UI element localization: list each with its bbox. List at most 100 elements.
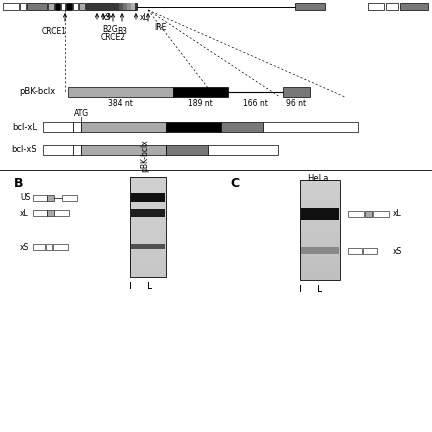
- Bar: [130, 270, 166, 271]
- Bar: [300, 225, 340, 226]
- Bar: [130, 183, 166, 184]
- Bar: [131, 244, 165, 249]
- Bar: [130, 273, 166, 274]
- Bar: [68, 87, 173, 97]
- Bar: [300, 224, 340, 225]
- Text: B: B: [14, 177, 23, 190]
- Text: US: US: [20, 194, 30, 203]
- Bar: [300, 273, 340, 274]
- Bar: [301, 208, 339, 220]
- Bar: [115, 3, 119, 10]
- Bar: [115, 3, 137, 10]
- Bar: [300, 206, 340, 207]
- Bar: [166, 145, 208, 155]
- Bar: [300, 242, 340, 243]
- Text: xS: xS: [393, 247, 402, 255]
- Text: pBK-bclx: pBK-bclx: [19, 88, 55, 96]
- Bar: [400, 3, 428, 10]
- Bar: [363, 248, 377, 254]
- Bar: [300, 231, 340, 232]
- Bar: [130, 187, 166, 188]
- Bar: [130, 185, 166, 186]
- Bar: [300, 209, 340, 210]
- Bar: [130, 193, 166, 194]
- Bar: [130, 258, 166, 259]
- Bar: [130, 190, 166, 191]
- Bar: [300, 202, 340, 203]
- Bar: [130, 192, 166, 193]
- Bar: [130, 206, 166, 207]
- Bar: [130, 177, 166, 178]
- Bar: [130, 191, 166, 192]
- Bar: [130, 198, 166, 199]
- Bar: [300, 234, 340, 235]
- Bar: [130, 242, 166, 243]
- Bar: [300, 207, 340, 208]
- Bar: [130, 203, 166, 204]
- Text: B3: B3: [117, 28, 127, 36]
- Bar: [300, 260, 340, 261]
- Bar: [130, 222, 166, 223]
- Bar: [295, 3, 325, 10]
- Bar: [130, 246, 166, 247]
- Bar: [130, 186, 166, 187]
- Bar: [300, 217, 340, 218]
- Bar: [43, 122, 73, 132]
- Text: HeLa: HeLa: [307, 174, 329, 183]
- Bar: [300, 211, 340, 212]
- Bar: [300, 251, 340, 252]
- Bar: [130, 253, 166, 254]
- Bar: [130, 243, 166, 244]
- Bar: [130, 219, 166, 220]
- Bar: [130, 224, 166, 225]
- Bar: [130, 201, 166, 202]
- Bar: [43, 145, 73, 155]
- Bar: [300, 271, 340, 272]
- Bar: [300, 198, 340, 199]
- Bar: [300, 247, 340, 248]
- Bar: [348, 211, 364, 217]
- Bar: [300, 203, 340, 204]
- Bar: [47, 210, 54, 216]
- Bar: [300, 236, 340, 237]
- Bar: [130, 223, 166, 224]
- Bar: [300, 213, 340, 214]
- Bar: [130, 254, 166, 255]
- Bar: [300, 232, 340, 233]
- Bar: [300, 196, 340, 197]
- Bar: [130, 232, 166, 233]
- Bar: [130, 179, 166, 180]
- Bar: [73, 3, 78, 10]
- Bar: [300, 200, 340, 201]
- Bar: [130, 248, 166, 249]
- Bar: [173, 87, 228, 97]
- Bar: [300, 253, 340, 254]
- Bar: [130, 257, 166, 258]
- Bar: [300, 266, 340, 267]
- Text: CRCE2: CRCE2: [101, 34, 126, 42]
- Text: 384 nt: 384 nt: [108, 98, 133, 108]
- Bar: [300, 254, 340, 255]
- Bar: [300, 195, 340, 196]
- Bar: [66, 3, 72, 10]
- Bar: [130, 199, 166, 200]
- Bar: [47, 195, 54, 201]
- Bar: [130, 235, 166, 236]
- Bar: [300, 244, 340, 245]
- Bar: [300, 201, 340, 202]
- Bar: [300, 256, 340, 257]
- Bar: [300, 274, 340, 275]
- Bar: [130, 234, 166, 235]
- Bar: [130, 200, 166, 201]
- Bar: [300, 265, 340, 266]
- Bar: [130, 216, 166, 217]
- Bar: [130, 239, 166, 240]
- Bar: [130, 262, 166, 263]
- Bar: [300, 218, 340, 219]
- Text: xL: xL: [140, 13, 149, 22]
- Bar: [130, 260, 166, 261]
- Bar: [300, 180, 340, 181]
- Bar: [130, 231, 166, 232]
- Bar: [300, 226, 340, 227]
- Bar: [300, 240, 340, 241]
